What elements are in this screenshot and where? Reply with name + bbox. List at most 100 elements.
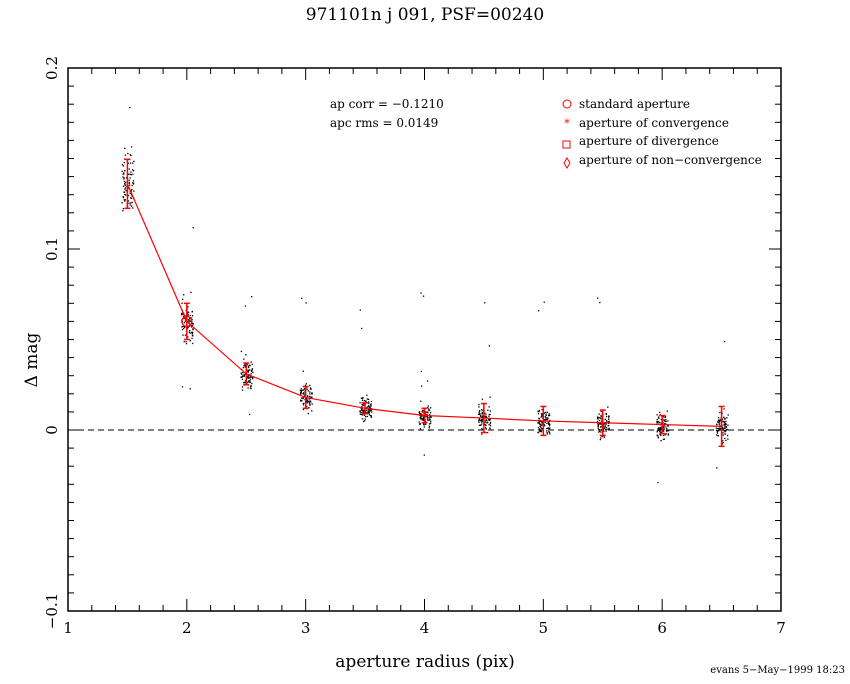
data-point	[123, 191, 125, 193]
data-point	[605, 429, 607, 431]
data-point	[602, 436, 604, 438]
data-point	[659, 429, 661, 431]
data-point	[307, 400, 310, 403]
data-point	[188, 318, 191, 320]
data-point	[428, 427, 430, 429]
data-point	[302, 408, 305, 411]
data-point	[481, 433, 483, 435]
data-point	[249, 377, 251, 379]
data-point	[666, 410, 669, 412]
data-point	[248, 413, 251, 416]
data-point	[182, 325, 184, 328]
data-point	[480, 416, 482, 418]
data-point	[182, 334, 184, 336]
data-point	[249, 369, 251, 371]
data-point	[599, 422, 601, 425]
data-point	[429, 407, 432, 409]
data-point	[123, 180, 126, 183]
data-point	[478, 421, 480, 423]
data-point	[545, 430, 548, 432]
data-point	[369, 406, 371, 408]
data-point	[543, 419, 546, 421]
data-point	[605, 413, 608, 415]
data-point	[128, 179, 130, 181]
data-point	[369, 410, 371, 412]
data-point	[246, 381, 249, 384]
data-point	[485, 424, 487, 427]
data-point	[600, 437, 602, 439]
data-point	[659, 433, 661, 436]
x-axis-label: aperture radius (pix)	[335, 652, 514, 672]
data-point	[538, 411, 540, 413]
data-point	[547, 427, 550, 429]
data-point	[420, 415, 422, 417]
data-point	[243, 375, 245, 377]
y-tick-label: 0	[43, 425, 61, 435]
data-point	[182, 315, 185, 318]
data-point	[488, 415, 490, 417]
data-point	[660, 428, 662, 430]
data-point	[368, 414, 371, 416]
data-point	[124, 183, 126, 186]
data-point	[125, 189, 127, 192]
data-point	[604, 426, 606, 428]
data-point	[547, 427, 549, 429]
data-point	[537, 427, 540, 429]
data-point	[121, 163, 124, 166]
data-point	[128, 168, 130, 170]
data-point	[251, 363, 253, 366]
data-point	[664, 416, 666, 419]
data-point	[599, 417, 602, 419]
data-point	[488, 406, 490, 408]
data-point	[656, 435, 659, 437]
data-point	[430, 422, 432, 425]
data-point	[181, 302, 183, 304]
data-point	[605, 426, 608, 429]
data-point	[596, 420, 599, 423]
data-point	[132, 180, 134, 182]
data-point	[306, 402, 309, 404]
data-point	[723, 421, 725, 423]
data-point	[307, 401, 309, 403]
data-point	[123, 172, 125, 174]
data-point	[482, 415, 484, 417]
data-point	[428, 417, 430, 419]
data-point	[311, 410, 313, 412]
data-point	[718, 427, 720, 430]
data-point	[605, 423, 607, 425]
data-point	[301, 297, 303, 299]
data-point	[665, 418, 667, 421]
data-point	[547, 414, 550, 417]
x-tick-label: 7	[776, 619, 786, 637]
data-point	[359, 410, 361, 412]
data-point	[129, 173, 131, 176]
data-point	[303, 392, 305, 394]
data-point	[664, 420, 666, 423]
data-point	[308, 402, 310, 404]
data-point	[481, 408, 483, 411]
data-point	[726, 417, 728, 419]
data-point	[300, 392, 302, 394]
data-point	[244, 363, 246, 365]
legend-diamond-icon	[563, 157, 571, 169]
data-point	[726, 434, 729, 437]
data-point	[597, 425, 599, 428]
data-point	[541, 420, 543, 423]
data-point	[489, 421, 492, 424]
data-point	[122, 173, 124, 175]
data-point	[419, 428, 422, 430]
data-point	[308, 398, 311, 400]
data-point	[544, 421, 546, 424]
data-point	[192, 342, 194, 345]
data-point	[362, 396, 364, 399]
data-point	[657, 427, 660, 429]
data-point	[191, 324, 194, 327]
data-point	[127, 173, 130, 175]
data-point	[125, 177, 128, 179]
data-point	[548, 423, 550, 425]
data-point	[429, 412, 432, 414]
data-point	[124, 187, 127, 189]
data-point	[307, 390, 310, 392]
data-point	[363, 399, 365, 402]
